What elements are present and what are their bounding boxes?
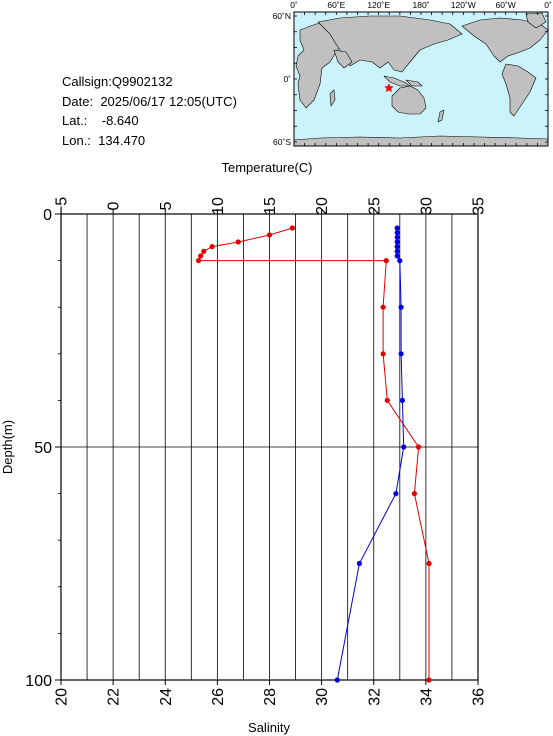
land-north-america xyxy=(461,17,549,63)
depth-tick-label: 100 xyxy=(25,673,52,690)
lat-row: Lat.: -8.640 xyxy=(62,113,139,128)
salinity-tick-label: 30 xyxy=(314,688,331,706)
lat-value: -8.640 xyxy=(101,113,139,128)
date-value: 2025/06/17 12:05(UTC) xyxy=(100,93,237,109)
salinity-point xyxy=(401,444,407,450)
temperature-point xyxy=(383,258,389,264)
map-lon-label: 120˚E xyxy=(367,0,390,10)
salinity-tick-label: 32 xyxy=(366,688,383,706)
salinity-line xyxy=(336,228,405,681)
temperature-tick-label: 0 xyxy=(106,201,123,210)
temperature-point xyxy=(415,444,422,450)
salinity-tick-label: 26 xyxy=(210,688,227,706)
map-lat-label: 60˚S xyxy=(273,137,291,147)
depth-tick-label: 0 xyxy=(43,207,52,224)
temperature-point xyxy=(426,560,432,567)
map-lon-label: 60˚E xyxy=(327,0,345,10)
map-labels: 0˚ 60˚E 120˚E 180˚ 120˚W 60˚W 0˚60˚N0˚60˚S xyxy=(273,0,552,147)
temperature-point xyxy=(201,248,207,254)
lon-row: Lon.: 134.470 xyxy=(62,132,146,148)
temperature-tick-label: 30 xyxy=(418,197,435,215)
salinity-tick-label: 24 xyxy=(158,688,175,706)
temperature-point xyxy=(289,225,296,231)
callsign-row: Callsign:Q9902132 xyxy=(62,74,173,89)
salinity-point xyxy=(394,230,400,236)
land-greenland xyxy=(525,12,547,29)
salinity-point xyxy=(394,244,400,250)
temperature-tick-label: 35 xyxy=(471,197,488,215)
temperature-tick-label: 20 xyxy=(314,197,331,215)
depth-axis-label: Depth(m) xyxy=(0,420,15,474)
temperature-tick-label: 10 xyxy=(210,197,227,215)
temperature-point xyxy=(426,677,432,683)
salinity-point xyxy=(356,560,363,567)
salinity-tick-label: 20 xyxy=(54,688,71,706)
lon-value: 134.470 xyxy=(98,132,146,148)
land-new-zealand xyxy=(437,109,445,123)
map-lon-label: 0˚ xyxy=(544,0,552,10)
station-info: Callsign:Q9902132 Date: 2025/06/17 12:05… xyxy=(62,72,237,150)
temperature-point xyxy=(235,239,241,245)
salinity-tick-label: 34 xyxy=(418,688,435,706)
temperature-tick-label: 15 xyxy=(262,197,279,215)
map-lon-label: 120˚W xyxy=(451,0,476,10)
station-star xyxy=(383,82,394,93)
map-lon-label: 60˚W xyxy=(496,0,516,10)
series-lines xyxy=(197,227,430,681)
salinity-point xyxy=(334,677,340,683)
map-ticks xyxy=(293,12,549,146)
temperature-tick-label: −5 xyxy=(54,197,71,215)
temperature-point xyxy=(266,232,273,238)
location-map: 0˚ 60˚E 120˚E 180˚ 120˚W 60˚W 0˚60˚N0˚60˚S xyxy=(273,0,552,147)
land-madagascar xyxy=(329,89,336,107)
salinity-tick-label: 22 xyxy=(106,688,123,706)
salinity-point xyxy=(394,239,400,245)
salinity-point xyxy=(394,248,400,254)
salinity-point xyxy=(397,258,403,264)
temperature-tick-label: 5 xyxy=(158,201,175,210)
map-lon-label: 0˚ xyxy=(290,0,298,10)
salinity-point xyxy=(394,225,400,231)
salinity-point xyxy=(398,351,404,357)
chart-grid xyxy=(61,214,478,680)
temperature-point xyxy=(196,258,202,264)
salinity-tick-label: 36 xyxy=(471,688,488,706)
temperature-point xyxy=(380,351,386,357)
depth-tick-label: 50 xyxy=(34,440,52,457)
temperature-tick-label: 25 xyxy=(366,197,383,215)
station-marker xyxy=(383,82,394,93)
salinity-point xyxy=(399,397,406,403)
temperature-line xyxy=(197,227,430,680)
plot-frame xyxy=(60,213,479,681)
callsign-value: Q9902132 xyxy=(111,74,173,89)
land-new-guinea xyxy=(405,79,423,87)
land-australia xyxy=(391,85,427,115)
temperature-point xyxy=(411,491,418,497)
temperature-point xyxy=(198,253,204,259)
temperature-point xyxy=(209,244,215,250)
map-lat-label: 0˚ xyxy=(283,74,291,84)
map-lon-label: 180˚ xyxy=(412,0,429,10)
salinity-tick-label: 28 xyxy=(262,688,279,706)
temperature-point xyxy=(380,304,386,310)
map-lat-label: 60˚N xyxy=(273,11,291,21)
salinity-point xyxy=(394,253,400,259)
salinity-point xyxy=(398,304,404,310)
salinity-point xyxy=(393,491,399,497)
map-land xyxy=(293,12,549,147)
date-row: Date: 2025/06/17 12:05(UTC) xyxy=(62,93,237,109)
salinity-point xyxy=(394,234,400,240)
salinity-axis-label: Salinity xyxy=(248,720,290,735)
temperature-point xyxy=(384,397,390,403)
land-south-america xyxy=(501,63,537,117)
land-arabia xyxy=(333,49,353,69)
series-points xyxy=(196,225,432,683)
